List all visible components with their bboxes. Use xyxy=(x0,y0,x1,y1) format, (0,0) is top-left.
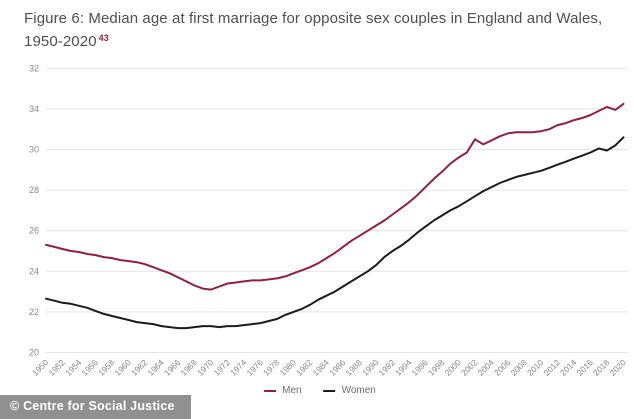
y-axis-tick-label: 20 xyxy=(29,348,39,358)
men-series-line xyxy=(45,102,625,291)
x-axis-tick-label: 1974 xyxy=(228,357,249,378)
x-axis-tick-label: 1992 xyxy=(376,357,397,378)
x-axis-tick-label: 1954 xyxy=(63,357,84,378)
y-axis-tick-label: 28 xyxy=(29,185,39,195)
x-axis-tick-label: 1996 xyxy=(409,357,430,378)
x-axis-tick-label: 2014 xyxy=(558,357,579,378)
figure-title-line2: 1950-2020 43 xyxy=(24,32,109,50)
x-axis-tick-label: 2000 xyxy=(442,357,463,378)
x-axis-tick-label: 2012 xyxy=(541,357,562,378)
men-line-swatch xyxy=(264,389,277,392)
x-axis-tick-label: 1950 xyxy=(30,357,51,378)
x-axis-tick-label: 1956 xyxy=(79,357,100,378)
x-axis-tick-label: 1962 xyxy=(129,357,150,378)
footnote-reference: 43 xyxy=(98,32,109,43)
x-axis-tick-label: 1964 xyxy=(145,357,166,378)
x-axis-tick-label: 1968 xyxy=(178,357,199,378)
y-axis-tick-label: 30 xyxy=(29,145,39,155)
x-axis-tick-label: 1972 xyxy=(211,357,232,378)
x-axis-tick-label: 1966 xyxy=(162,357,183,378)
y-axis-tick-label: 32 xyxy=(29,63,39,73)
x-axis-tick-label: 1982 xyxy=(294,357,315,378)
x-axis-tick-label: 1952 xyxy=(46,357,67,378)
x-axis-tick-label: 2002 xyxy=(459,357,480,378)
legend-item-women: Women xyxy=(323,385,376,396)
x-axis-tick-label: 2010 xyxy=(525,357,546,378)
y-axis-tick-label: 26 xyxy=(29,226,39,236)
women-series-line xyxy=(45,136,625,330)
x-axis-tick-label: 1970 xyxy=(195,357,216,378)
attribution-stamp: © Centre for Social Justice xyxy=(0,395,191,419)
y-axis-tick-label: 22 xyxy=(29,307,39,317)
x-axis-tick-label: 1986 xyxy=(327,357,348,378)
figure-title-line1: Figure 6: Median age at first marriage f… xyxy=(24,10,603,27)
x-axis-tick-label: 1984 xyxy=(310,357,331,378)
x-axis-tick-label: 1998 xyxy=(426,357,447,378)
legend-item-men: Men xyxy=(264,385,302,396)
chart-legend: Men Women xyxy=(264,385,376,396)
x-axis-tick-label: 1958 xyxy=(96,357,117,378)
x-axis-tick-label: 2008 xyxy=(508,357,529,378)
x-axis-tick-label: 2016 xyxy=(574,357,595,378)
y-axis-tick-label: 24 xyxy=(29,266,39,276)
x-axis-tick-label: 2004 xyxy=(475,357,496,378)
x-axis-tick-label: 1994 xyxy=(393,357,414,378)
x-axis-tick-label: 1976 xyxy=(244,357,265,378)
legend-label-women: Women xyxy=(341,385,376,396)
x-axis-tick-label: 2020 xyxy=(607,357,628,378)
women-line-swatch xyxy=(323,389,336,392)
figure-title: Figure 6: Median age at first marriage f… xyxy=(24,8,620,53)
x-axis-tick-label: 1960 xyxy=(112,357,133,378)
x-axis-tick-label: 1980 xyxy=(277,357,298,378)
x-axis-tick-label: 1990 xyxy=(360,357,381,378)
y-axis-tick-label: 34 xyxy=(29,104,39,114)
legend-label-men: Men xyxy=(282,385,302,396)
x-axis-tick-label: 1988 xyxy=(343,357,364,378)
x-axis-tick-label: 1978 xyxy=(261,357,282,378)
x-axis-tick-label: 2006 xyxy=(492,357,513,378)
x-axis-tick-label: 2018 xyxy=(591,357,612,378)
